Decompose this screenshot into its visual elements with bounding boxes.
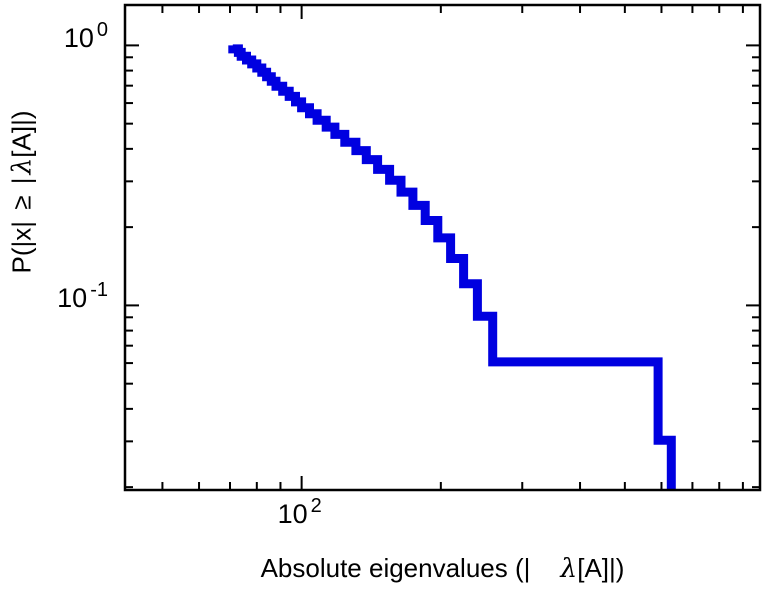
plot-frame	[123, 3, 762, 492]
ccdf-step-line	[228, 44, 676, 490]
tick-marks-group	[125, 5, 760, 490]
